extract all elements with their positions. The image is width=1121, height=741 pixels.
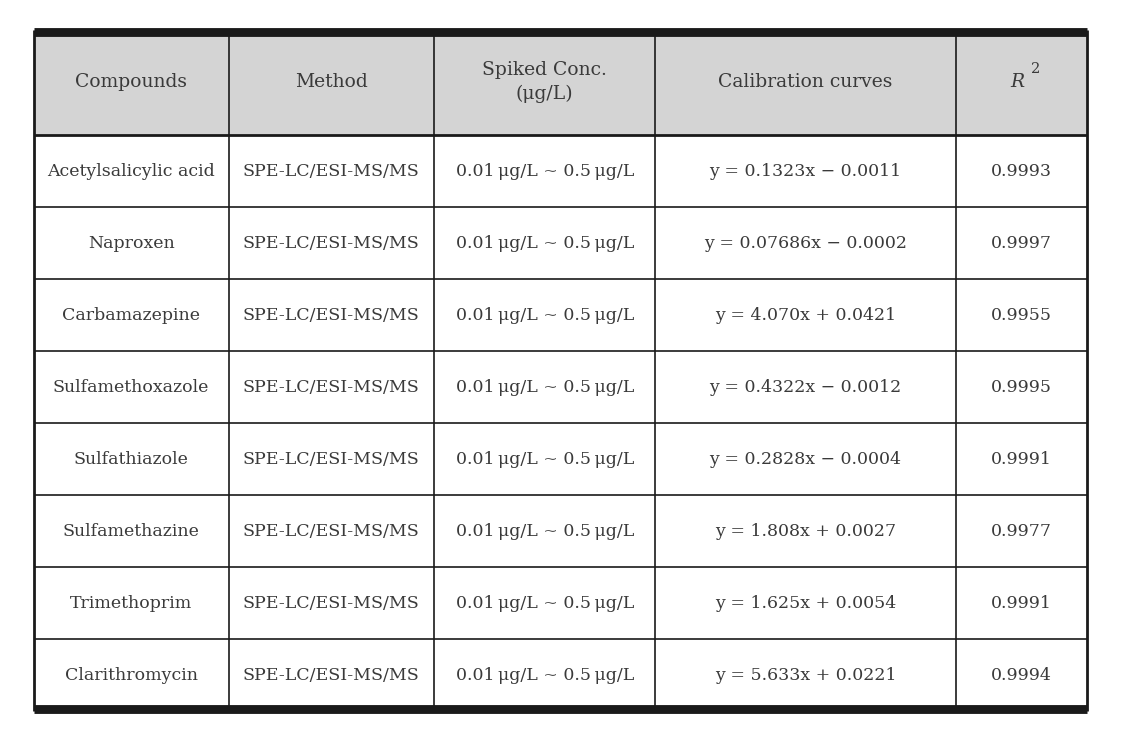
Text: SPE-LC/ESI-MS/MS: SPE-LC/ESI-MS/MS bbox=[243, 163, 419, 180]
Text: y = 0.2828x − 0.0004: y = 0.2828x − 0.0004 bbox=[710, 451, 901, 468]
Bar bbox=[34, 279, 1087, 351]
Text: Naproxen: Naproxen bbox=[87, 235, 175, 252]
Text: SPE-LC/ESI-MS/MS: SPE-LC/ESI-MS/MS bbox=[243, 595, 419, 612]
Text: SPE-LC/ESI-MS/MS: SPE-LC/ESI-MS/MS bbox=[243, 667, 419, 684]
Text: 0.01 μg/L ~ 0.5 μg/L: 0.01 μg/L ~ 0.5 μg/L bbox=[455, 595, 633, 612]
Text: y = 5.633x + 0.0221: y = 5.633x + 0.0221 bbox=[715, 667, 897, 684]
Text: SPE-LC/ESI-MS/MS: SPE-LC/ESI-MS/MS bbox=[243, 235, 419, 252]
Bar bbox=[34, 495, 1087, 568]
Text: Acetylsalicylic acid: Acetylsalicylic acid bbox=[47, 163, 215, 180]
Bar bbox=[34, 423, 1087, 495]
Text: 0.9993: 0.9993 bbox=[991, 163, 1051, 180]
Text: Trimethoprim: Trimethoprim bbox=[70, 595, 192, 612]
Text: 0.01 μg/L ~ 0.5 μg/L: 0.01 μg/L ~ 0.5 μg/L bbox=[455, 667, 633, 684]
Text: SPE-LC/ESI-MS/MS: SPE-LC/ESI-MS/MS bbox=[243, 379, 419, 396]
Text: Compounds: Compounds bbox=[75, 73, 187, 91]
Text: y = 1.808x + 0.0027: y = 1.808x + 0.0027 bbox=[715, 523, 896, 540]
Text: 0.9997: 0.9997 bbox=[991, 235, 1051, 252]
Text: 0.9991: 0.9991 bbox=[991, 595, 1051, 612]
Text: 0.9991: 0.9991 bbox=[991, 451, 1051, 468]
Bar bbox=[34, 568, 1087, 639]
Text: SPE-LC/ESI-MS/MS: SPE-LC/ESI-MS/MS bbox=[243, 451, 419, 468]
Text: y = 4.070x + 0.0421: y = 4.070x + 0.0421 bbox=[715, 307, 896, 324]
Bar bbox=[34, 207, 1087, 279]
Text: SPE-LC/ESI-MS/MS: SPE-LC/ESI-MS/MS bbox=[243, 523, 419, 540]
Text: Clarithromycin: Clarithromycin bbox=[65, 667, 197, 684]
Text: y = 0.4322x − 0.0012: y = 0.4322x − 0.0012 bbox=[710, 379, 901, 396]
Text: Method: Method bbox=[295, 73, 368, 91]
Text: R: R bbox=[1010, 73, 1025, 91]
Text: Sulfamethazine: Sulfamethazine bbox=[63, 523, 200, 540]
Bar bbox=[34, 351, 1087, 423]
Text: y = 0.1323x − 0.0011: y = 0.1323x − 0.0011 bbox=[710, 163, 901, 180]
Text: 0.9995: 0.9995 bbox=[991, 379, 1051, 396]
Text: y = 0.07686x − 0.0002: y = 0.07686x − 0.0002 bbox=[704, 235, 907, 252]
Text: 0.01 μg/L ~ 0.5 μg/L: 0.01 μg/L ~ 0.5 μg/L bbox=[455, 523, 633, 540]
Text: 0.01 μg/L ~ 0.5 μg/L: 0.01 μg/L ~ 0.5 μg/L bbox=[455, 451, 633, 468]
Text: Sulfathiazole: Sulfathiazole bbox=[74, 451, 188, 468]
Bar bbox=[34, 136, 1087, 207]
Text: 0.01 μg/L ~ 0.5 μg/L: 0.01 μg/L ~ 0.5 μg/L bbox=[455, 307, 633, 324]
Text: Calibration curves: Calibration curves bbox=[719, 73, 892, 91]
Text: 0.9955: 0.9955 bbox=[991, 307, 1051, 324]
Text: Sulfamethoxazole: Sulfamethoxazole bbox=[53, 379, 210, 396]
Bar bbox=[34, 30, 1087, 136]
Text: 0.01 μg/L ~ 0.5 μg/L: 0.01 μg/L ~ 0.5 μg/L bbox=[455, 235, 633, 252]
Text: 0.9994: 0.9994 bbox=[991, 667, 1051, 684]
Text: 0.01 μg/L ~ 0.5 μg/L: 0.01 μg/L ~ 0.5 μg/L bbox=[455, 379, 633, 396]
Text: y = 1.625x + 0.0054: y = 1.625x + 0.0054 bbox=[715, 595, 896, 612]
Text: Spiked Conc.
(μg/L): Spiked Conc. (μg/L) bbox=[482, 62, 608, 104]
Text: 0.9977: 0.9977 bbox=[991, 523, 1051, 540]
Bar bbox=[34, 639, 1087, 711]
Text: 2: 2 bbox=[1031, 62, 1040, 76]
Text: 0.01 μg/L ~ 0.5 μg/L: 0.01 μg/L ~ 0.5 μg/L bbox=[455, 163, 633, 180]
Text: Carbamazepine: Carbamazepine bbox=[62, 307, 201, 324]
Text: SPE-LC/ESI-MS/MS: SPE-LC/ESI-MS/MS bbox=[243, 307, 419, 324]
